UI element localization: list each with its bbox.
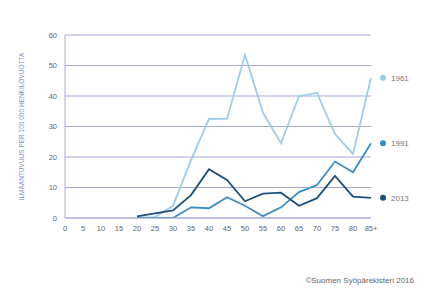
svg-text:0: 0 [53,214,57,223]
svg-text:60: 60 [277,224,285,233]
svg-text:40: 40 [205,224,213,233]
svg-text:30: 30 [169,224,177,233]
svg-text:0: 0 [63,224,67,233]
svg-text:75: 75 [331,224,339,233]
svg-text:40: 40 [49,92,57,101]
svg-text:60: 60 [49,31,57,40]
svg-text:50: 50 [49,61,57,70]
svg-text:35: 35 [187,224,195,233]
svg-text:25: 25 [151,224,159,233]
svg-text:55: 55 [259,224,267,233]
svg-text:65: 65 [295,224,303,233]
svg-text:50: 50 [241,224,249,233]
svg-text:20: 20 [49,153,57,162]
svg-text:80: 80 [349,224,357,233]
svg-text:5: 5 [81,224,85,233]
svg-text:85+: 85+ [365,224,378,233]
html-text:©Suomen Syöpärekisteri 2016: ©Suomen Syöpärekisteri 2016 [305,276,414,285]
svg-text:1961: 1961 [391,74,409,83]
svg-text:ILMAANTUVUUS PER 100 000 HENKI: ILMAANTUVUUS PER 100 000 HENKILÖVUOTTA [18,52,25,200]
svg-text:20: 20 [133,224,141,233]
svg-text:10: 10 [97,224,105,233]
svg-text:45: 45 [223,224,231,233]
svg-text:15: 15 [115,224,123,233]
svg-text:70: 70 [313,224,321,233]
svg-text:2013: 2013 [391,194,409,203]
svg-text:10: 10 [49,183,57,192]
svg-text:1991: 1991 [391,139,409,148]
svg-text:30: 30 [49,122,57,131]
